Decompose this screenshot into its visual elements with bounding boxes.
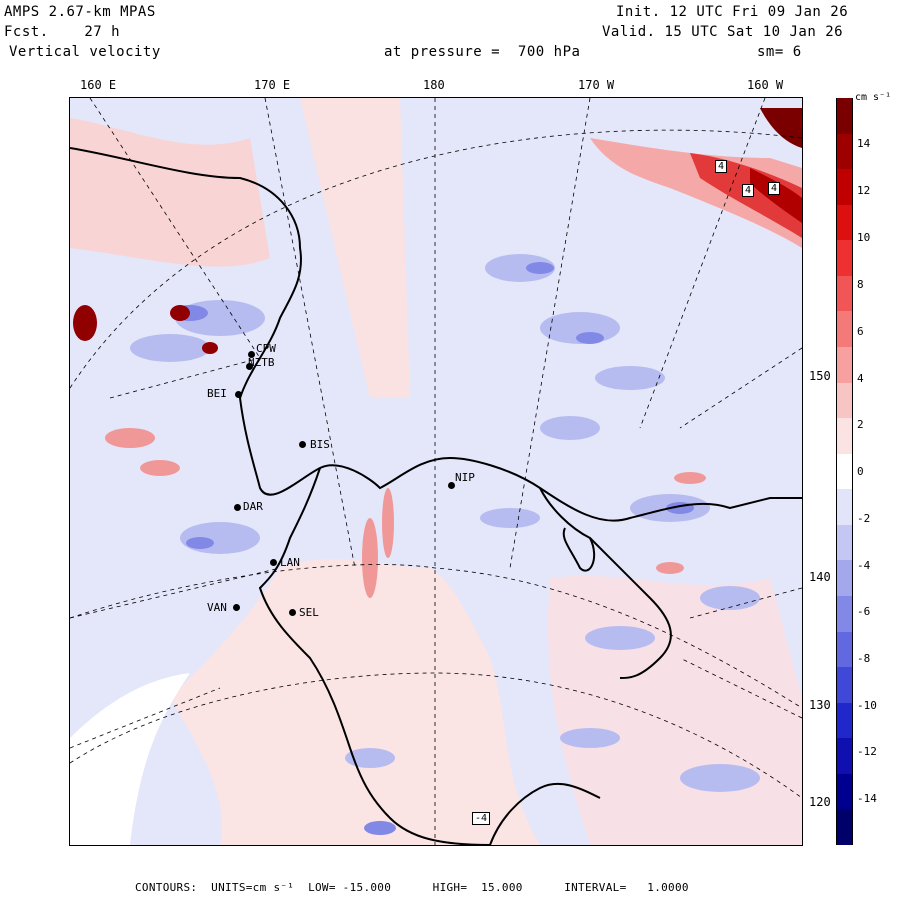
map-panel: 4 4 4 -4 CPW NZTB BEI BIS NIP DAR LAN VA…: [69, 97, 803, 846]
colorbar-tick: -4: [857, 559, 871, 572]
station-marker: [270, 559, 277, 566]
contour-label: -4: [472, 812, 491, 825]
colorbar-segment: [836, 667, 853, 704]
station-label-nip: NIP: [455, 471, 475, 484]
colorbar-segment: [836, 809, 853, 846]
graticule: [70, 98, 802, 845]
west-pink-patch: [70, 118, 270, 267]
map-canvas: [70, 98, 802, 845]
colorbar-tick: 6: [857, 325, 864, 338]
forecast-hour: Fcst. 27 h: [4, 24, 121, 40]
station-label-nztb: NZTB: [248, 356, 275, 369]
colorbar-segment: [836, 204, 853, 241]
colorbar-segment: [836, 311, 853, 348]
lon-label-160w: 160 W: [747, 78, 784, 92]
downdraft-cores: [172, 262, 694, 835]
colorbar-tick: 10: [857, 231, 871, 244]
station-marker: [448, 482, 455, 489]
colorbar-segment: [836, 560, 853, 597]
colorbar-units: cm s⁻¹: [855, 92, 892, 103]
station-marker: [248, 351, 255, 358]
colorbar-segment: [836, 418, 853, 455]
contour-label: 4: [715, 160, 728, 173]
colorbar-segment: [836, 489, 853, 526]
colorbar-segment: [836, 133, 853, 170]
colorbar-tick: -12: [857, 745, 877, 758]
field-name: Vertical velocity: [9, 44, 161, 60]
central-pink-band: [300, 98, 410, 398]
colorbar-tick: 14: [857, 137, 871, 150]
station-label-sel: SEL: [299, 606, 319, 619]
pressure-level: at pressure = 700 hPa: [384, 44, 581, 60]
station-marker: [235, 391, 242, 398]
colorbar-tick: -10: [857, 699, 877, 712]
init-time: Init. 12 UTC Fri 09 Jan 26: [616, 4, 849, 20]
valid-time: Valid. 15 UTC Sat 10 Jan 26: [602, 24, 844, 40]
lon-label-160e: 160 E: [80, 78, 117, 92]
colorbar-segment: [836, 453, 853, 490]
contour-label: 4: [768, 182, 781, 195]
colorbar-tick: -14: [857, 792, 877, 805]
colorbar-segment: [836, 702, 853, 739]
colorbar-tick: -2: [857, 512, 871, 525]
coastline: [70, 147, 802, 845]
smoothing-value: sm= 6: [757, 44, 802, 60]
station-marker: [289, 609, 296, 616]
ne-corner-dark: [760, 108, 802, 148]
colorbar-segment: [836, 382, 853, 419]
lon-label-180: 180: [423, 78, 445, 92]
colorbar-segment: [836, 773, 853, 810]
colorbar-segment: [836, 631, 853, 668]
colorbar-segment: [836, 596, 853, 632]
station-marker: [233, 604, 240, 611]
lon-label-170e: 170 E: [254, 78, 291, 92]
colorbar-segment: [836, 738, 853, 775]
lon-label-170w: 170 W: [578, 78, 615, 92]
colorbar-tick: 2: [857, 418, 864, 431]
contour-info-footer: CONTOURS: UNITS=cm s⁻¹ LOW= -15.000 HIGH…: [135, 881, 689, 894]
strong-updraft-max: [750, 168, 802, 223]
colorbar-segment: [836, 169, 853, 206]
colorbar-tick: 4: [857, 372, 864, 385]
station-marker: [299, 441, 306, 448]
station-label-cpw: CPW: [256, 342, 276, 355]
contour-label: 4: [742, 184, 755, 197]
station-label-bis: BIS: [310, 438, 330, 451]
colorbar-segment: [836, 98, 853, 134]
station-label-lan: LAN: [280, 556, 300, 569]
ross-ice-shelf-field: [170, 559, 540, 845]
colorbar-tick: 8: [857, 278, 864, 291]
colorbar-segment: [836, 524, 853, 561]
strong-updraft-band: [590, 138, 802, 248]
lower-left-white: [70, 673, 190, 845]
east-pink-area: [548, 575, 802, 845]
updraft-patches: [105, 428, 706, 598]
colorbar-tick: -8: [857, 652, 871, 665]
station-label-van: VAN: [207, 601, 227, 614]
colorbar-tick: 0: [857, 465, 864, 478]
colorbar-segment: [836, 240, 853, 277]
model-title: AMPS 2.67-km MPAS: [4, 4, 156, 20]
station-marker: [246, 363, 253, 370]
colorbar-tick: -6: [857, 605, 871, 618]
station-label-dar: DAR: [243, 500, 263, 513]
colorbar-tick: 12: [857, 184, 871, 197]
station-marker: [234, 504, 241, 511]
colorbar-segment: [836, 275, 853, 312]
colorbar-segment: [836, 347, 853, 383]
station-label-bei: BEI: [207, 387, 227, 400]
mountain-wave-cores: [73, 114, 802, 354]
